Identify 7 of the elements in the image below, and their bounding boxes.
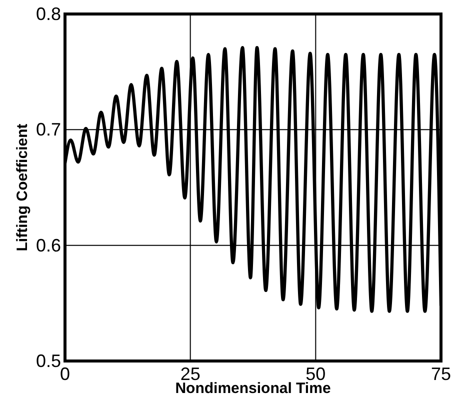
y-tick-label: 0.6 (36, 235, 61, 256)
y-tick-label: 0.5 (36, 351, 61, 371)
y-tick-label: 0.8 (36, 4, 61, 24)
y-tick-label: 0.7 (36, 120, 61, 140)
x-tick-label: 0 (60, 364, 70, 384)
x-tick-label: 75 (430, 364, 452, 384)
y-axis-title: Lifting Coefficient (14, 124, 31, 252)
